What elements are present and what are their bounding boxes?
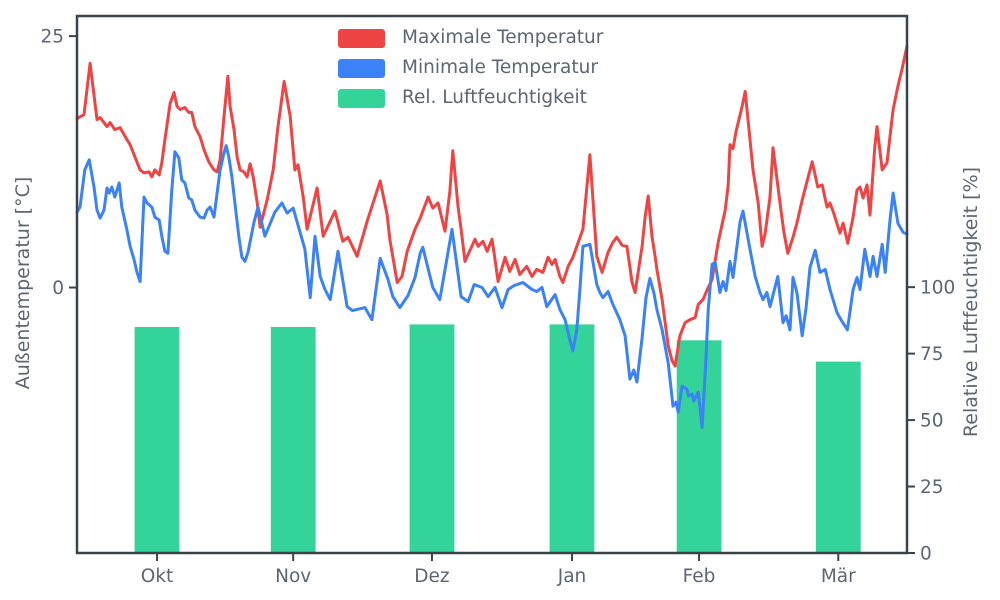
min-temp-swatch-icon (338, 59, 385, 78)
legend-item-min-temp: Minimale Temperatur (338, 57, 603, 80)
humidity-bar-Mär (815, 361, 861, 553)
axes: 0 25 0 25 50 75 100 Okt Nov Dez Jan Feb Mär (40, 27, 955, 587)
max-temp-swatch-icon (338, 29, 385, 48)
right-axis-title: Relative Luftfeuchtigkeit [%] (960, 166, 982, 438)
x-tick-label-Dez: Dez (414, 566, 449, 587)
right-tick-label: 50 (920, 411, 944, 432)
line-min-temp (75, 144, 909, 429)
x-tick-label-Nov: Nov (275, 566, 311, 587)
left-tick-label: 0 (52, 278, 64, 299)
line-max-temp (75, 44, 909, 368)
right-tick-label: 0 (920, 544, 932, 565)
legend-label: Maximale Temperatur (402, 27, 604, 49)
legend-label: Rel. Luftfeuchtigkeit (402, 87, 587, 109)
left-tick-label: 25 (40, 27, 64, 48)
plot-border (75, 14, 909, 555)
humidity-bar-Okt (134, 327, 180, 553)
humidity-bar-Jan (549, 324, 595, 553)
x-tick-label-Okt: Okt (141, 566, 174, 587)
x-tick-label-Feb: Feb (683, 566, 716, 587)
legend-item-humidity: Rel. Luftfeuchtigkeit (338, 87, 603, 110)
right-tick-label: 25 (920, 477, 944, 498)
right-tick-label: 75 (920, 344, 944, 365)
x-tick-label-Mär: Mär (821, 566, 856, 587)
humidity-swatch-icon (338, 89, 385, 108)
legend-label: Minimale Temperatur (402, 57, 598, 79)
humidity-bar-Nov (270, 327, 316, 553)
humidity-bars (134, 324, 861, 553)
right-tick-label: 100 (920, 278, 955, 299)
legend-item-max-temp: Maximale Temperatur (338, 27, 603, 50)
left-axis-title: Außentemperatur [°C] (12, 176, 34, 390)
x-tick-label-Jan: Jan (557, 566, 587, 587)
humidity-bar-Feb (676, 340, 722, 553)
legend: Maximale Temperatur Minimale Temperatur … (338, 27, 603, 110)
humidity-bar-Dez (409, 324, 455, 553)
